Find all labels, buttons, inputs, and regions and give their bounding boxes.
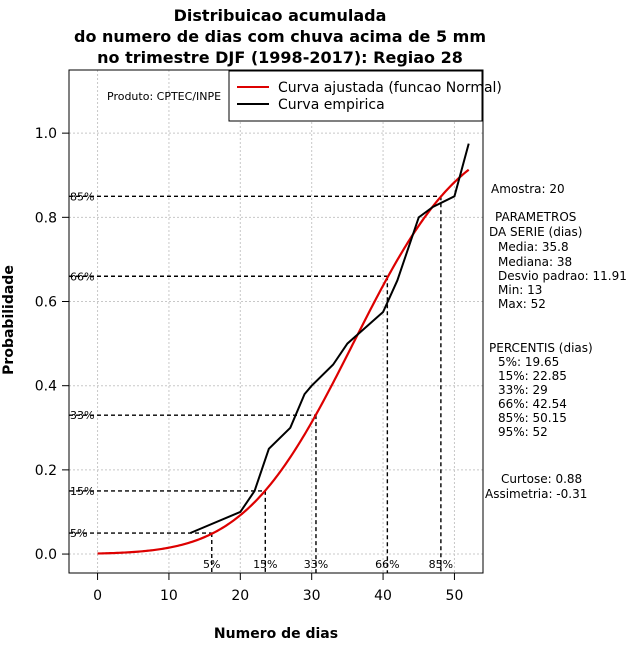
y-tick-label-0: 0.0 — [35, 547, 57, 563]
percentil-66: 66%: 42.54 — [498, 397, 567, 411]
percentil-95: 95%: 52 — [498, 425, 548, 439]
param-desvio: Desvio padrao: 11.91 — [498, 269, 627, 283]
percentile-left-label-1: 15% — [70, 485, 94, 498]
x-tick-label-2: 20 — [231, 588, 249, 604]
percentis-title: PERCENTIS (dias) — [489, 341, 593, 355]
percentile-bottom-label-0: 5% — [203, 558, 220, 571]
axes: 0 10 20 30 40 50 0.0 0.2 0.4 0.6 0.8 1.0 — [35, 126, 464, 604]
y-tick-label-3: 0.6 — [35, 295, 57, 311]
percentil-33: 33%: 29 — [498, 383, 548, 397]
grid-lines — [69, 70, 483, 573]
percentile-left-label-2: 33% — [70, 409, 94, 422]
percentile-left-label-3: 66% — [70, 270, 94, 283]
y-tick-label-4: 0.8 — [35, 210, 57, 226]
assimetria: Assimetria: -0.31 — [485, 487, 587, 501]
y-tick-label-5: 1.0 — [35, 126, 57, 142]
percentile-bottom-label-4: 85% — [429, 558, 453, 571]
side-panel: Amostra: 20 PARAMETROS DA SERIE (dias) M… — [485, 182, 627, 501]
percentile-guides: 5% 5% 15% 15% 33% 33% 66% 66% 85% 85% — [69, 190, 453, 573]
x-tick-label-5: 50 — [446, 588, 464, 604]
x-tick-label-4: 40 — [374, 588, 392, 604]
plot-frame — [68, 69, 484, 574]
percentile-bottom-label-3: 66% — [375, 558, 399, 571]
percentile-bottom-label-2: 33% — [304, 558, 328, 571]
chart-title-line-1: Distribuicao acumulada — [174, 6, 387, 25]
series-empirical — [189, 143, 470, 534]
param-max: Max: 52 — [498, 297, 546, 311]
series-fitted-normal — [97, 168, 470, 555]
curtose: Curtose: 0.88 — [501, 472, 582, 486]
sample-size: Amostra: 20 — [491, 182, 565, 196]
param-media: Media: 35.8 — [498, 240, 569, 254]
percentile-bottom-label-1: 15% — [253, 558, 277, 571]
percentile-left-label-4: 85% — [70, 190, 94, 203]
x-axis-label: Numero de dias — [214, 626, 338, 642]
legend-box — [228, 70, 483, 122]
y-tick-label-1: 0.2 — [35, 463, 57, 479]
y-axis-label: Probabilidade — [1, 265, 17, 375]
x-tick-label-0: 0 — [93, 588, 102, 604]
legend-label-fitted: Curva ajustada (funcao Normal) — [278, 80, 502, 96]
chart-title-line-2: do numero de dias com chuva acima de 5 m… — [74, 27, 486, 46]
x-tick-label-3: 30 — [303, 588, 321, 604]
percentil-5: 5%: 19.65 — [498, 355, 559, 369]
percentil-15: 15%: 22.85 — [498, 369, 567, 383]
legend-label-empirical: Curva empirica — [278, 97, 385, 113]
percentil-85: 85%: 50.15 — [498, 411, 567, 425]
data-series — [97, 143, 470, 555]
params-title-2: DA SERIE (dias) — [489, 225, 582, 239]
producer-label: Produto: CPTEC/INPE — [107, 90, 221, 103]
param-min: Min: 13 — [498, 283, 542, 297]
y-tick-label-2: 0.4 — [35, 379, 57, 395]
legend: Curva ajustada (funcao Normal) Curva emp… — [228, 70, 502, 122]
percentile-left-label-0: 5% — [70, 527, 87, 540]
params-title-1: PARAMETROS — [495, 210, 576, 224]
param-mediana: Mediana: 38 — [498, 255, 572, 269]
chart-title-line-3: no trimestre DJF (1998-2017): Regiao 28 — [97, 48, 463, 67]
x-tick-label-1: 10 — [160, 588, 178, 604]
